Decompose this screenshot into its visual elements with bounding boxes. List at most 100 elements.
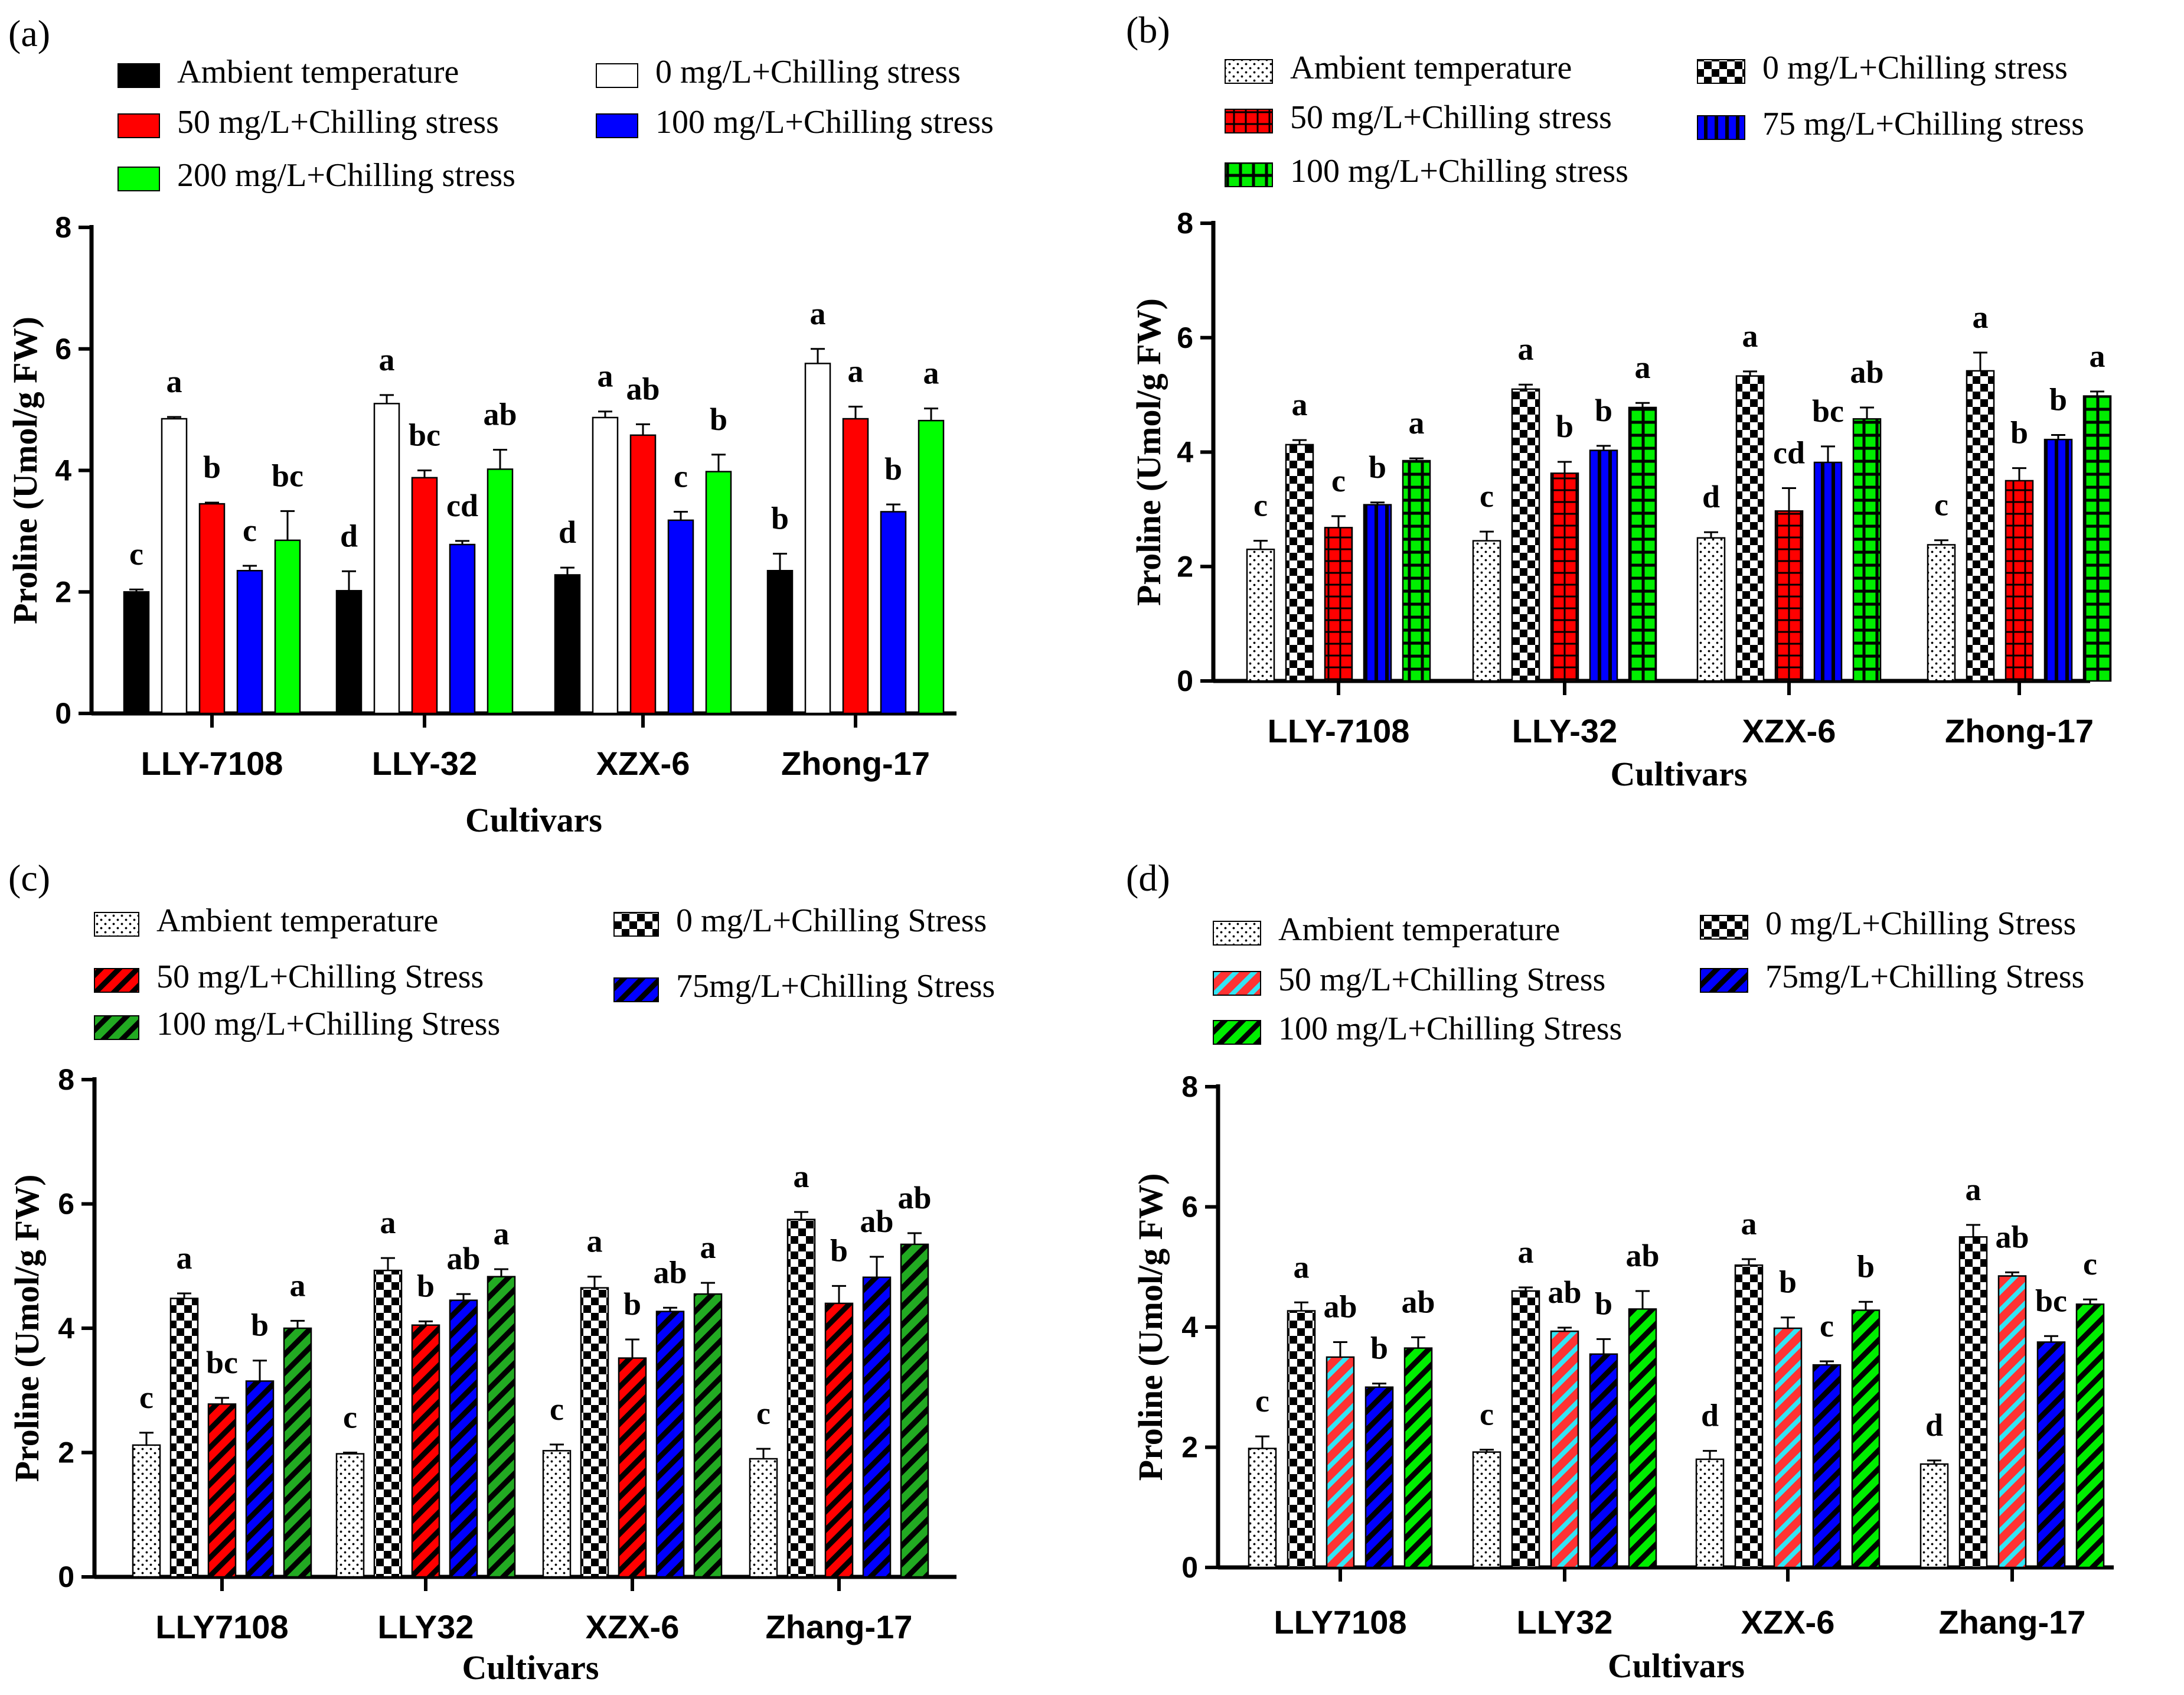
significance-letter: c xyxy=(756,1396,771,1431)
significance-letter: ab xyxy=(483,397,517,432)
significance-letter: a xyxy=(1973,299,1989,335)
significance-letter: c xyxy=(1480,478,1494,514)
significance-letter: c xyxy=(129,536,143,572)
chart-panel-1: (a) Ambient temperature 0 mg/L+Chilling st… xyxy=(6,12,994,839)
legend-label: 50 mg/L+Chilling Stress xyxy=(156,959,484,995)
significance-letter: a xyxy=(794,1159,809,1194)
bar xyxy=(766,569,794,715)
chart-panel-2: (b) Ambient temperature 0 mg/L+Chilling st… xyxy=(1126,9,2112,793)
bar xyxy=(1285,444,1314,682)
bar xyxy=(1927,544,1956,682)
x-category-label: XZX-6 xyxy=(586,1608,680,1645)
legend-label: 50 mg/L+Chilling stress xyxy=(1290,99,1612,136)
legend-label: 50 mg/L+Chilling Stress xyxy=(1278,961,1605,998)
significance-letter: d xyxy=(1925,1407,1943,1443)
significance-letter: bc xyxy=(206,1345,238,1380)
significance-letter: a xyxy=(1518,331,1534,367)
legend-swatch xyxy=(1213,921,1261,946)
bar xyxy=(1402,459,1431,682)
bar xyxy=(373,1269,403,1578)
bar xyxy=(2043,438,2073,682)
x-category-label: LLY-32 xyxy=(372,745,477,782)
legend-label: Ambient temperature xyxy=(1290,50,1572,86)
x-category-label: Zhong-17 xyxy=(781,745,930,782)
legend-swatch xyxy=(1700,915,1748,940)
legend-swatch xyxy=(1225,162,1273,187)
significance-letter: a xyxy=(1635,350,1651,385)
significance-letter: b xyxy=(1369,449,1386,485)
legend-label: 100 mg/L+Chilling Stress xyxy=(1278,1011,1622,1047)
significance-letter: b xyxy=(623,1286,641,1322)
significance-letter: b xyxy=(884,451,902,487)
x-axis-title: Cultivars xyxy=(1611,755,1748,793)
legend-swatch xyxy=(596,113,638,138)
significance-letter: cd xyxy=(1773,435,1805,471)
significance-letter: a xyxy=(1518,1234,1534,1270)
bar xyxy=(411,1324,440,1578)
x-category-label: LLY-7108 xyxy=(141,745,283,782)
x-axis-title: Cultivars xyxy=(1608,1647,1745,1685)
bar xyxy=(592,416,619,715)
bar xyxy=(449,1299,478,1578)
significance-letter: a xyxy=(1741,1206,1757,1241)
significance-letter: ab xyxy=(626,371,660,406)
y-tick-label: 6 xyxy=(1181,1191,1198,1224)
bar xyxy=(1248,1448,1277,1569)
significance-letter: ab xyxy=(1401,1284,1435,1319)
significance-letter: b xyxy=(203,449,221,485)
y-axis-title: Proline (Umol/g FW) xyxy=(6,317,44,624)
panel-label: (d) xyxy=(1126,857,1170,899)
bar xyxy=(1695,1458,1725,1569)
x-category-label: LLY-32 xyxy=(1512,712,1617,749)
y-tick-label: 0 xyxy=(1177,664,1193,697)
legend-label: 100 mg/L+Chilling stress xyxy=(655,104,994,141)
significance-letter: b xyxy=(1595,1286,1612,1321)
bar xyxy=(1363,504,1392,682)
x-axis-title: Cultivars xyxy=(465,801,602,839)
legend-label: 0 mg/L+Chilling Stress xyxy=(676,902,987,939)
x-category-label: LLY7108 xyxy=(155,1608,288,1645)
y-axis-title: Proline (Umol/g FW) xyxy=(1129,298,1168,606)
legend-label: 0 mg/L+Chilling stress xyxy=(1762,50,2068,86)
bar xyxy=(705,471,732,715)
legend-swatch xyxy=(1697,115,1745,140)
legend-swatch xyxy=(596,63,638,88)
significance-letter: ab xyxy=(653,1254,687,1290)
significance-letter: ab xyxy=(446,1241,480,1276)
significance-letter: a xyxy=(1294,1249,1310,1285)
significance-letter: b xyxy=(1595,393,1612,428)
bar xyxy=(487,1276,516,1578)
bar xyxy=(1589,1353,1618,1569)
significance-letter: ab xyxy=(860,1204,893,1239)
bar xyxy=(1852,418,1882,682)
bar xyxy=(1472,1451,1501,1569)
bar xyxy=(1403,1347,1433,1569)
bar xyxy=(1511,1290,1540,1569)
significance-letter: c xyxy=(1480,1397,1494,1432)
significance-letter: a xyxy=(379,342,395,377)
bar xyxy=(487,468,514,715)
significance-letter: ab xyxy=(897,1180,931,1215)
significance-letter: a xyxy=(177,1240,192,1276)
bar xyxy=(207,1403,237,1578)
legend-label: Ambient temperature xyxy=(177,54,459,90)
bar xyxy=(274,539,301,715)
bar xyxy=(842,418,869,715)
bar xyxy=(1628,1308,1657,1569)
x-category-label: LLY32 xyxy=(378,1608,474,1645)
legend-swatch xyxy=(1225,59,1273,84)
significance-letter: cd xyxy=(446,488,478,523)
bar xyxy=(1628,406,1657,682)
legend-swatch xyxy=(613,977,659,1002)
significance-letter: c xyxy=(1934,487,1948,523)
legend-swatch xyxy=(117,113,160,138)
bar xyxy=(786,1218,816,1578)
significance-letter: a xyxy=(380,1205,396,1240)
bar xyxy=(554,574,581,715)
significance-letter: d xyxy=(559,514,576,550)
significance-letter: b xyxy=(417,1268,435,1303)
y-tick-label: 6 xyxy=(58,1188,74,1221)
bar xyxy=(1326,1356,1355,1569)
y-tick-label: 4 xyxy=(55,454,71,487)
